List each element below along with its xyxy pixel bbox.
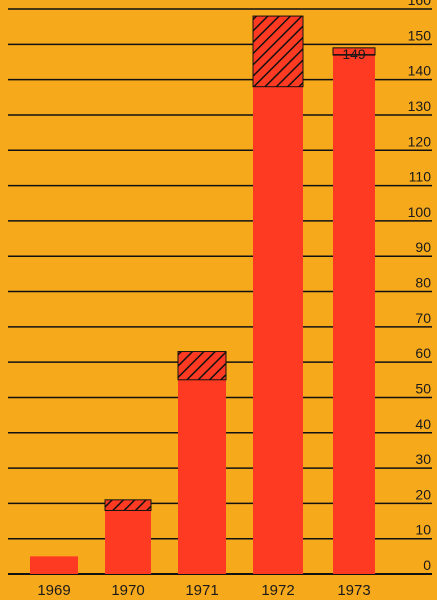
x-tick-label-1973: 1973: [337, 582, 370, 599]
y-tick-label-140: 140: [408, 63, 432, 79]
bar-solid-1973: [333, 54, 375, 574]
y-tick-label-20: 20: [415, 486, 431, 502]
y-tick-label-60: 60: [415, 345, 431, 361]
y-tick-label-0: 0: [423, 557, 431, 573]
bar-solid-1971: [178, 379, 226, 574]
y-tick-label-120: 120: [408, 133, 432, 149]
y-tick-label-30: 30: [415, 451, 431, 467]
y-tick-label-10: 10: [415, 522, 431, 538]
x-tick-label-1972: 1972: [261, 582, 294, 599]
y-tick-label-150: 150: [408, 27, 432, 43]
y-tick-label-80: 80: [415, 275, 431, 291]
bar-solid-1972: [253, 86, 303, 574]
y-tick-label-110: 110: [409, 169, 432, 185]
bar-hatched-1971: [177, 351, 227, 381]
label-layer: 0 10 20 30 40 50 60 70 80 90 100 110 120 130 140 150 160…: [37, 0, 431, 599]
y-tick-label-130: 130: [408, 98, 432, 114]
bar-solid-1970: [105, 510, 151, 574]
y-tick-label-90: 90: [415, 239, 431, 255]
x-tick-label-1969: 1969: [37, 582, 70, 599]
bar-solid-1969: [30, 556, 78, 574]
bar-hatched-1972: [252, 15, 304, 88]
x-tick-label-1970: 1970: [111, 582, 144, 599]
y-tick-label-40: 40: [415, 416, 431, 432]
y-tick-label-50: 50: [415, 380, 431, 396]
y-tick-label-160: 160: [408, 0, 432, 8]
data-label-1973: 149: [342, 46, 366, 62]
y-tick-label-70: 70: [415, 310, 431, 326]
bar-layer: [30, 15, 376, 574]
bar-hatched-1970: [104, 499, 152, 511]
x-tick-label-1971: 1971: [185, 582, 218, 599]
y-tick-label-100: 100: [408, 204, 432, 220]
